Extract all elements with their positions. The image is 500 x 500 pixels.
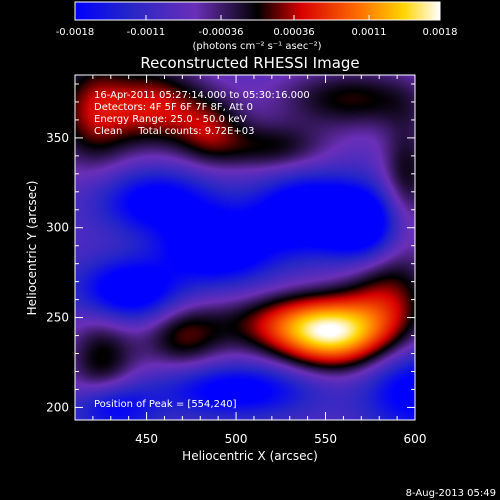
y-tick-label: 350	[46, 131, 69, 145]
colorbar-units: (photons cm⁻² s⁻¹ asec⁻²)	[192, 41, 321, 52]
info-line-detectors: Detectors: 4F 5F 6F 7F 8F, Att 0	[94, 102, 253, 113]
info-line-clean: Clean Total counts: 9.72E+03	[94, 126, 254, 137]
y-tick-label: 200	[46, 400, 69, 414]
chart-title: Reconstructed RHESSI Image	[140, 54, 359, 72]
colorbar-tick-labels: -0.0018 -0.0011 -0.00036 0.00036 0.0011 0.001…	[56, 27, 458, 38]
x-tick-label: 600	[404, 432, 427, 446]
colorbar-ticks	[74, 15, 441, 20]
colorbar-tick-label: -0.0018	[56, 27, 95, 38]
y-tick-label: 300	[46, 221, 69, 235]
axis-ticks	[74, 75, 416, 420]
colorbar-tick-label: -0.00036	[199, 27, 244, 38]
heatmap-image	[75, 75, 415, 420]
x-axis-label: Heliocentric X (arcsec)	[182, 449, 318, 463]
colorbar-tick-label: -0.0011	[127, 27, 166, 38]
x-tick-label: 500	[225, 432, 248, 446]
y-tick-label: 250	[46, 311, 69, 325]
x-tick-label: 450	[135, 432, 158, 446]
heatmap-container	[75, 75, 415, 420]
colorbar-tick-label: 0.0018	[423, 27, 458, 38]
plot-frame	[74, 74, 416, 421]
x-tick-label: 550	[314, 432, 337, 446]
colorbar	[74, 1, 441, 21]
info-block: 16-Apr-2011 05:27:14.000 to 05:30:16.000…	[94, 90, 310, 137]
info-line-energy: Energy Range: 25.0 - 50.0 keV	[94, 114, 247, 125]
colorbar-tick-label: 0.00036	[273, 27, 314, 38]
timestamp: 8-Aug-2013 05:49	[406, 488, 496, 499]
y-axis-label: Heliocentric Y (arcsec)	[25, 181, 39, 316]
info-line-time: 16-Apr-2011 05:27:14.000 to 05:30:16.000	[94, 90, 310, 101]
colorbar-tick-label: 0.0011	[352, 27, 387, 38]
axis-tick-labels: 450 500 550 600 200 250 300 350	[46, 131, 426, 446]
peak-position-label: Position of Peak = [554,240]	[94, 399, 237, 410]
